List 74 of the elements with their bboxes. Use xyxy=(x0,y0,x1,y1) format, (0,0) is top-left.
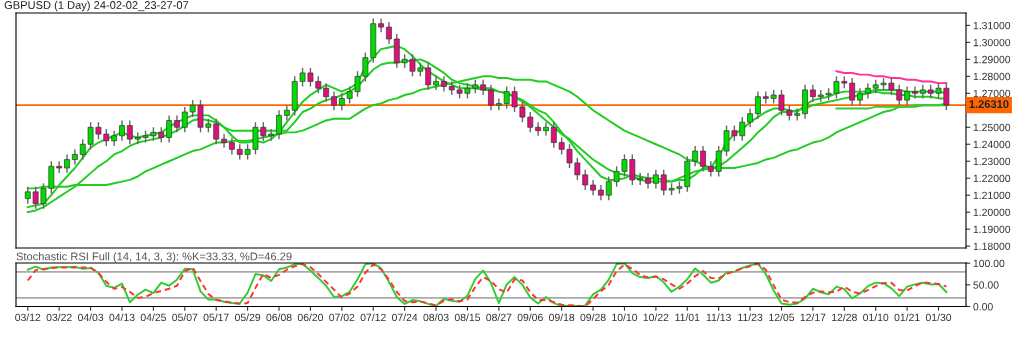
candlestick xyxy=(543,121,549,137)
candlestick xyxy=(692,145,699,168)
y-tick-label: 1.27000 xyxy=(973,89,1011,98)
y-tick-label: 1.31000 xyxy=(973,21,1011,30)
y-tick-label: 1.28000 xyxy=(973,72,1011,81)
x-tick-label: 07/12 xyxy=(360,313,386,322)
x-tick-label: 10/10 xyxy=(612,313,638,322)
candlestick xyxy=(331,90,337,111)
candlestick xyxy=(221,133,227,149)
x-tick-label: 12/17 xyxy=(800,313,826,322)
y-tick-label: 1.24000 xyxy=(973,140,1011,149)
x-tick-label: 12/05 xyxy=(769,313,795,322)
y-tick-label: 100.00 xyxy=(973,259,1005,268)
line-series xyxy=(26,263,948,307)
y-tick-label: 1.22000 xyxy=(973,174,1011,183)
candlestick xyxy=(64,153,70,174)
candlestick xyxy=(747,107,753,128)
candlestick xyxy=(802,84,808,120)
x-tick-label: 04/13 xyxy=(109,313,135,322)
y-tick-label: 1.18000 xyxy=(973,242,1011,251)
y-tick-label: 1.20000 xyxy=(973,208,1011,217)
x-tick-label: 07/24 xyxy=(392,313,418,322)
candlestick xyxy=(323,82,330,103)
candlestick xyxy=(386,21,392,45)
candlestick xyxy=(535,121,542,137)
candlestick xyxy=(912,85,918,100)
x-tick-label: 08/03 xyxy=(423,313,449,322)
y-tick-label: 1.23000 xyxy=(973,157,1011,166)
x-tick-label: 04/03 xyxy=(77,313,104,322)
y-tick-label: 1.30000 xyxy=(973,38,1011,47)
x-tick-label: 09/28 xyxy=(580,313,606,322)
y-tick-label: 1.25000 xyxy=(973,123,1011,132)
x-tick-label: 05/07 xyxy=(172,313,198,322)
chart-title: GBPUSD (1 Day) 24-02-02_23-27-07 xyxy=(4,0,189,12)
chart-title: Stochastic RSI Full (14, 14, 3, 3): %K=33.33, %D=46.29 xyxy=(16,252,292,263)
x-tick-label: 06/08 xyxy=(266,313,292,322)
x-tick-label: 08/27 xyxy=(486,313,512,322)
y-tick-label: 1.19000 xyxy=(973,225,1011,234)
x-tick-label: 11/01 xyxy=(675,313,700,322)
x-tick-label: 03/22 xyxy=(46,313,72,322)
candlestick xyxy=(119,119,125,142)
candlestick xyxy=(440,75,447,93)
x-tick-label: 01/10 xyxy=(863,313,889,322)
x-tick-label: 08/15 xyxy=(454,313,481,322)
x-tick-label: 01/30 xyxy=(925,313,952,322)
candlestick xyxy=(652,169,659,190)
x-tick-label: 10/22 xyxy=(643,313,669,322)
candlestick xyxy=(433,75,439,91)
x-tick-label: 11/23 xyxy=(738,313,763,322)
y-tick-label: 50.00 xyxy=(973,281,999,289)
candlestick xyxy=(71,148,78,166)
x-tick-label: 09/18 xyxy=(549,313,575,322)
x-tick-label: 05/29 xyxy=(234,313,261,322)
candlestick xyxy=(276,109,282,140)
candlestick xyxy=(166,114,172,144)
x-tick-label: 05/17 xyxy=(203,313,229,322)
ref-line-label: 1.26310 xyxy=(969,100,1009,109)
y-tick-label: 1.29000 xyxy=(973,55,1011,64)
x-tick-label: 09/06 xyxy=(517,313,543,322)
x-tick-label: 03/12 xyxy=(15,313,41,322)
x-tick-label: 06/20 xyxy=(297,313,324,322)
candlestick xyxy=(495,97,502,111)
candlestick xyxy=(488,84,494,111)
candlestick xyxy=(755,90,761,120)
candlestick xyxy=(700,145,706,173)
x-tick-label: 01/21 xyxy=(894,313,920,322)
x-tick-label: 12/28 xyxy=(832,313,857,322)
y-tick-label: 1.21000 xyxy=(973,191,1011,200)
x-tick-label: 04/25 xyxy=(140,313,166,322)
line-series xyxy=(835,70,948,85)
candlestick xyxy=(904,85,911,106)
x-tick-label: 07/02 xyxy=(329,313,355,322)
y-tick-label: 0.00 xyxy=(973,303,993,311)
x-tick-label: 11/13 xyxy=(706,313,731,322)
